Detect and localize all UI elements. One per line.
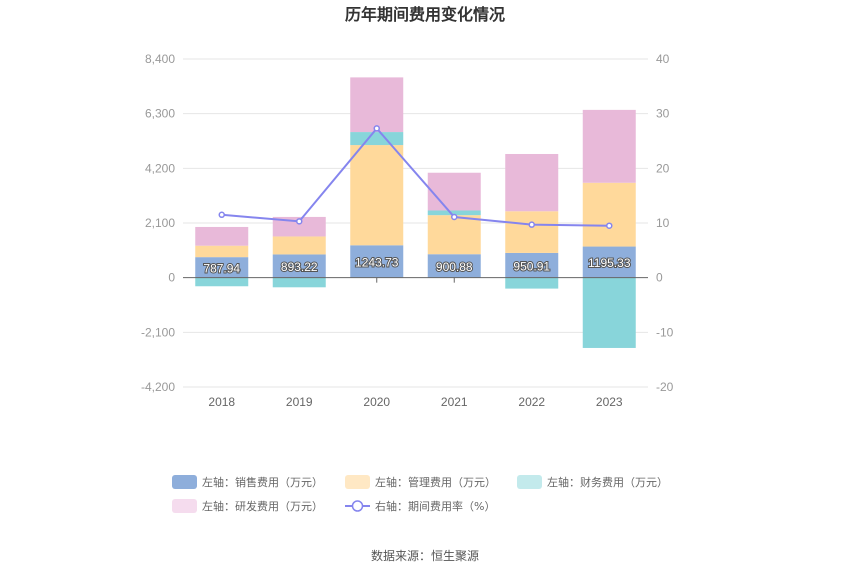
right-axis-tick-label: 0 bbox=[656, 271, 663, 285]
right-axis-tick-label: 20 bbox=[656, 161, 670, 175]
rate-point bbox=[373, 125, 380, 132]
rate-point bbox=[296, 218, 303, 225]
bar-data-labels: 787.94 893.22 1243.73 900.88 950.91 1195.33 bbox=[202, 254, 631, 276]
bar-4-2022 bbox=[505, 153, 559, 212]
bar-3-2020 bbox=[350, 132, 404, 146]
legend-swatch bbox=[345, 475, 370, 489]
legend-swatch bbox=[172, 475, 197, 489]
bar-1-2022 bbox=[505, 252, 559, 278]
left-axis-tick-label: -2,100 bbox=[141, 325, 175, 339]
x-axis-tick-label: 2019 bbox=[286, 395, 313, 409]
left-axis-tick-label: 4,200 bbox=[145, 161, 175, 175]
rate-point bbox=[606, 222, 613, 229]
legend: 左轴：销售费用（万元） 左轴：管理费用（万元） 左轴：财务费用（万元） 左轴：研发费用… bbox=[172, 475, 668, 513]
bar-4-2021 bbox=[427, 172, 481, 211]
bar-1-2018 bbox=[195, 257, 249, 278]
bar-data-label: 787.94 bbox=[203, 261, 240, 275]
x-axis-ticks: 2018 2019 2020 2021 2022 2023 bbox=[208, 277, 623, 409]
bar-data-label: 900.88 bbox=[436, 260, 473, 274]
x-axis-tick-label: 2020 bbox=[363, 395, 390, 409]
rate-point bbox=[218, 211, 225, 219]
legend-label: 左轴：管理费用（万元） bbox=[375, 475, 496, 489]
bar-4-2023 bbox=[582, 109, 636, 183]
bar-3-2019 bbox=[272, 277, 326, 288]
bar-data-label: 893.22 bbox=[281, 260, 318, 274]
legend-line-marker bbox=[351, 500, 364, 512]
legend-swatch bbox=[517, 475, 542, 489]
bar-3-2023 bbox=[582, 277, 636, 348]
left-axis-tick-label: 6,300 bbox=[145, 107, 175, 121]
bar-2-2021 bbox=[427, 215, 481, 255]
chart-title: 历年期间费用变化情况 bbox=[345, 5, 505, 24]
bar-2-2023 bbox=[582, 182, 636, 247]
bar-1-2019 bbox=[272, 254, 326, 278]
right-axis-tick-label: 30 bbox=[656, 107, 670, 121]
bar-4-2020 bbox=[350, 77, 404, 133]
bar-2-2019 bbox=[272, 236, 326, 255]
legend-label: 左轴：研发费用（万元） bbox=[202, 499, 323, 513]
bar-data-label: 950.91 bbox=[513, 259, 550, 273]
right-axis-tick-label: -10 bbox=[656, 325, 674, 339]
left-axis-tick-label: -4,200 bbox=[141, 380, 175, 394]
bar-3-2018 bbox=[195, 277, 249, 287]
bar-1-2021 bbox=[427, 254, 481, 278]
rate-point bbox=[451, 213, 458, 221]
bar-4-2018 bbox=[195, 226, 249, 246]
right-axis-tick-label: -20 bbox=[656, 380, 674, 394]
right-axis-ticks: -20 -10 0 10 20 30 40 bbox=[656, 52, 674, 394]
legend-label: 左轴：销售费用（万元） bbox=[202, 475, 323, 489]
bar-data-label: 1195.33 bbox=[588, 256, 631, 270]
bar-data-label: 1243.73 bbox=[355, 255, 399, 269]
bar-series bbox=[195, 77, 636, 348]
rate-line bbox=[221, 126, 610, 227]
bar-4-2019 bbox=[272, 216, 326, 237]
left-axis-ticks: -4,200 -2,100 0 2,100 4,200 6,300 8,400 bbox=[141, 52, 175, 394]
x-axis-tick-label: 2022 bbox=[518, 395, 545, 409]
line-series bbox=[218, 125, 613, 229]
bar-1-2020 bbox=[350, 245, 404, 278]
rate-point bbox=[528, 221, 535, 228]
bar-2-2020 bbox=[350, 145, 404, 246]
bar-3-2022 bbox=[505, 277, 559, 289]
legend-label: 右轴：期间费用率（%） bbox=[375, 499, 495, 513]
right-axis-tick-label: 10 bbox=[656, 216, 670, 230]
x-axis-tick-label: 2018 bbox=[208, 395, 235, 409]
source-note: 数据来源：恒生聚源 bbox=[371, 548, 479, 563]
bar-2-2022 bbox=[505, 211, 559, 253]
bar-3-2021 bbox=[427, 210, 481, 216]
x-axis-tick-label: 2021 bbox=[441, 395, 468, 409]
left-axis-tick-label: 8,400 bbox=[145, 52, 175, 66]
left-axis-tick-label: 2,100 bbox=[145, 216, 175, 230]
gridlines bbox=[183, 58, 648, 388]
left-axis-tick-label: 0 bbox=[168, 271, 175, 285]
right-axis-tick-label: 40 bbox=[656, 52, 670, 66]
bar-1-2023 bbox=[582, 246, 636, 278]
legend-swatch bbox=[172, 499, 197, 513]
x-axis-tick-label: 2023 bbox=[596, 395, 623, 409]
legend-label: 左轴：财务费用（万元） bbox=[547, 475, 668, 489]
bar-2-2018 bbox=[195, 245, 249, 258]
